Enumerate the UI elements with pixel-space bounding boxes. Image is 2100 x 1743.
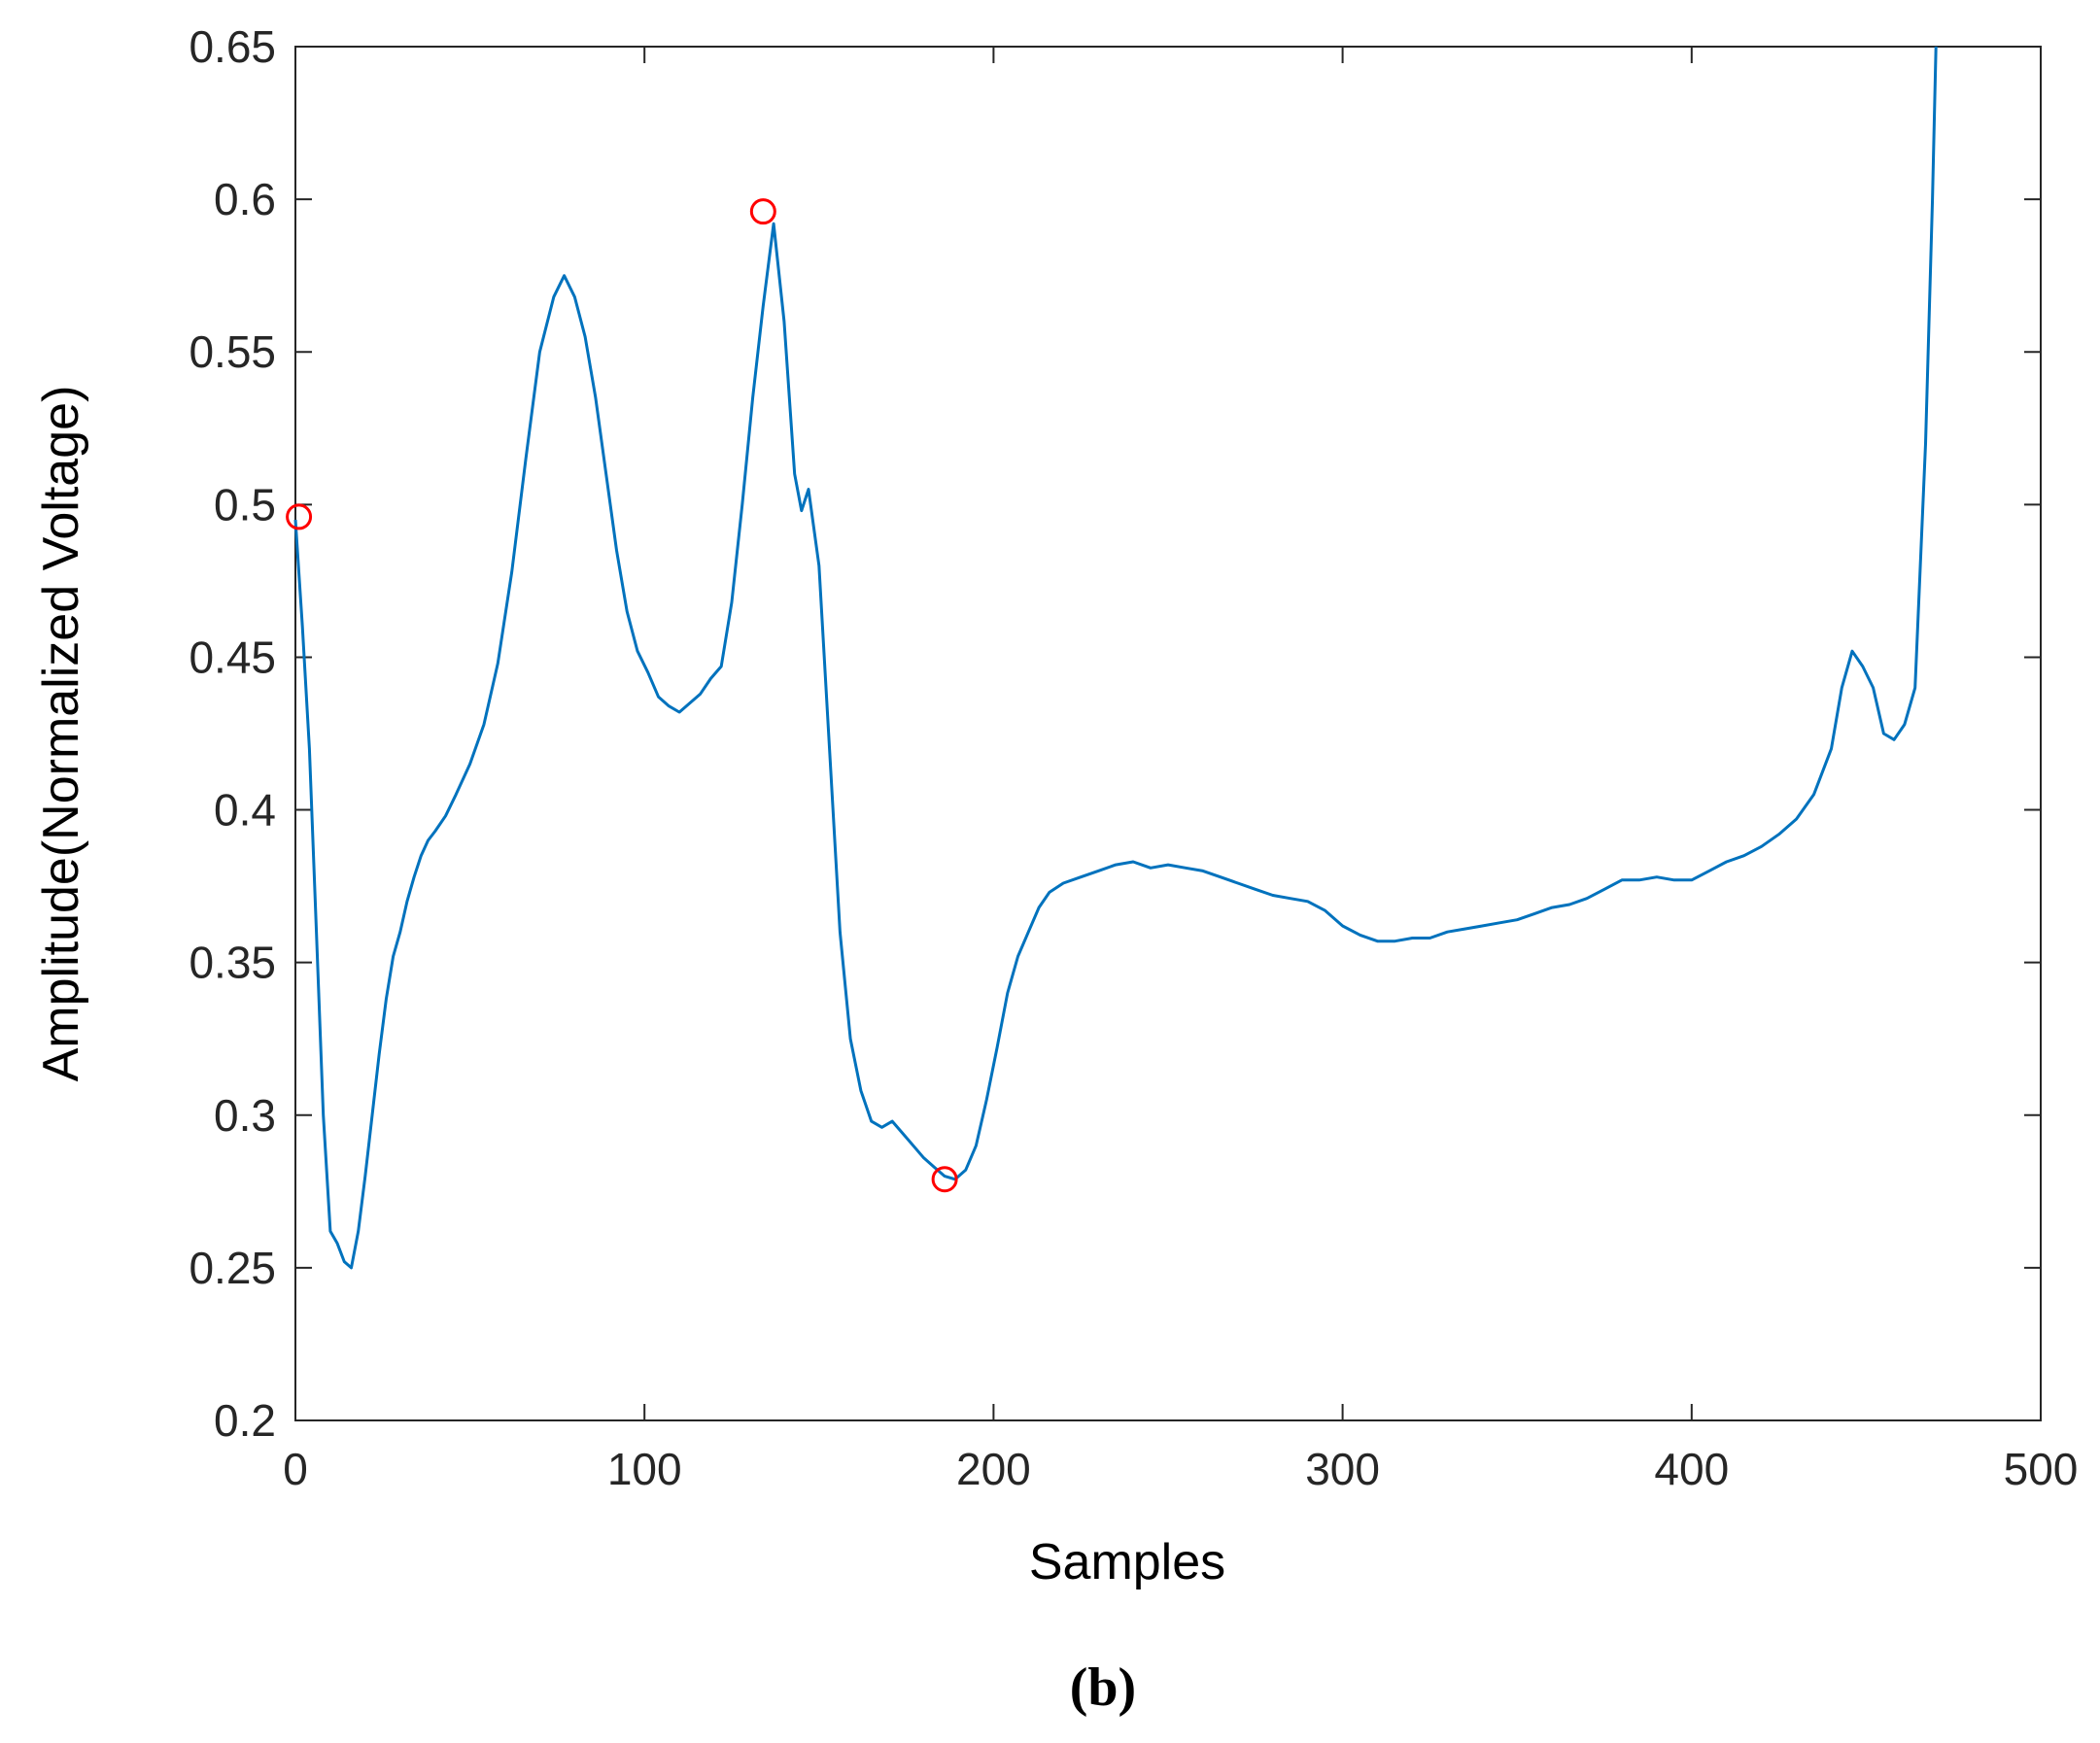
- x-axis-label: Samples: [1029, 1534, 1225, 1590]
- x-tick-label: 400: [1654, 1444, 1729, 1494]
- x-tick-label: 200: [956, 1444, 1031, 1494]
- panel-label: (b): [1070, 1658, 1136, 1718]
- x-tick-label: 500: [2004, 1444, 2079, 1494]
- y-tick-label: 0.65: [189, 21, 276, 72]
- y-tick-labels: 0.2 0.25 0.3 0.35 0.4 0.45 0.5 0.55 0.6 0.65: [189, 21, 276, 1446]
- y-axis-label: Amplitude(Normalized Voltage): [33, 386, 89, 1082]
- y-tick-label: 0.6: [214, 174, 276, 224]
- axis-ticks: [294, 46, 2042, 1421]
- x-tick-label: 0: [283, 1444, 308, 1494]
- peak-marker: [286, 503, 313, 530]
- y-tick-label: 0.35: [189, 938, 276, 988]
- peak-marker: [931, 1166, 958, 1193]
- plot-area: [294, 46, 2042, 1421]
- x-tick-label: 100: [607, 1444, 682, 1494]
- x-tick-label: 300: [1305, 1444, 1380, 1494]
- y-tick-label: 0.5: [214, 479, 276, 530]
- y-tick-label: 0.4: [214, 785, 276, 836]
- y-tick-label: 0.3: [214, 1090, 276, 1141]
- peak-marker: [749, 198, 776, 225]
- x-tick-labels: 0 100 200 300 400 500: [283, 1444, 2078, 1494]
- y-tick-label: 0.25: [189, 1243, 276, 1293]
- y-tick-label: 0.2: [214, 1395, 276, 1446]
- y-tick-label: 0.45: [189, 632, 276, 682]
- series-line: [293, 46, 1938, 1270]
- peak-markers: [286, 198, 958, 1193]
- y-tick-label: 0.55: [189, 326, 276, 377]
